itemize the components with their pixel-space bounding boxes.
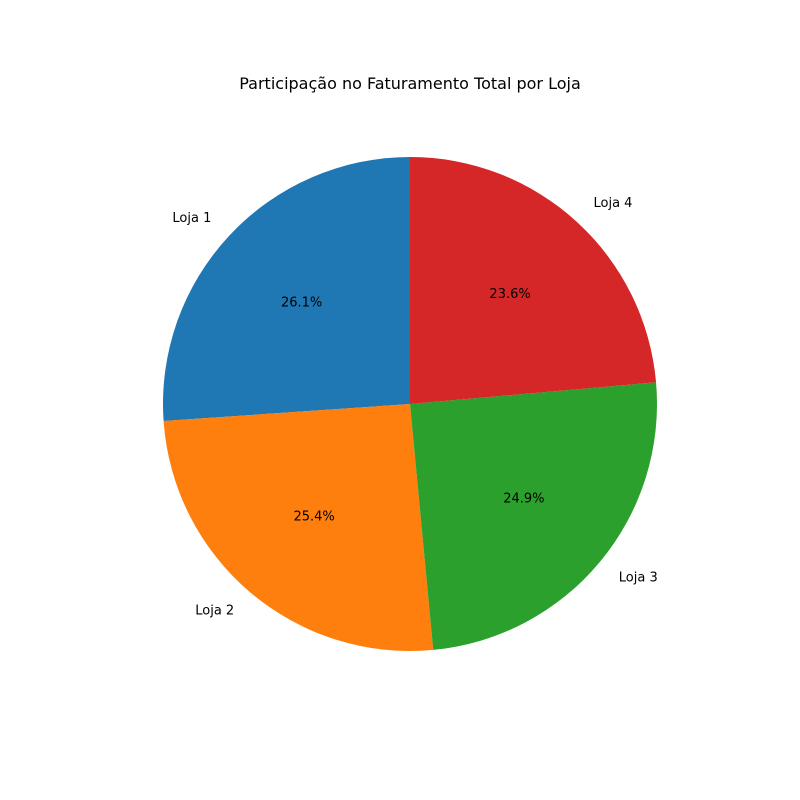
labels-layer: Loja 1 26.1% Loja 2 25.4% Loja 3 24.9% Loja 4 2… xyxy=(172,196,657,619)
pie-slice-4 xyxy=(410,157,657,404)
slice-label-2: Loja 2 xyxy=(195,604,234,619)
chart-title: Participação no Faturamento Total por Lo… xyxy=(239,74,581,93)
slice-percent-2: 25.4% xyxy=(293,509,334,524)
pie-slice-3 xyxy=(410,382,658,650)
pie-slice-1 xyxy=(163,157,410,422)
slice-percent-3: 24.9% xyxy=(503,491,544,506)
slice-percent-4: 23.6% xyxy=(489,287,530,302)
slice-label-4: Loja 4 xyxy=(593,196,632,211)
slice-label-1: Loja 1 xyxy=(172,211,211,226)
slice-label-3: Loja 3 xyxy=(619,570,658,585)
pie-slice-2 xyxy=(163,404,434,651)
slice-percent-1: 26.1% xyxy=(281,295,322,310)
slices-layer xyxy=(163,157,658,651)
